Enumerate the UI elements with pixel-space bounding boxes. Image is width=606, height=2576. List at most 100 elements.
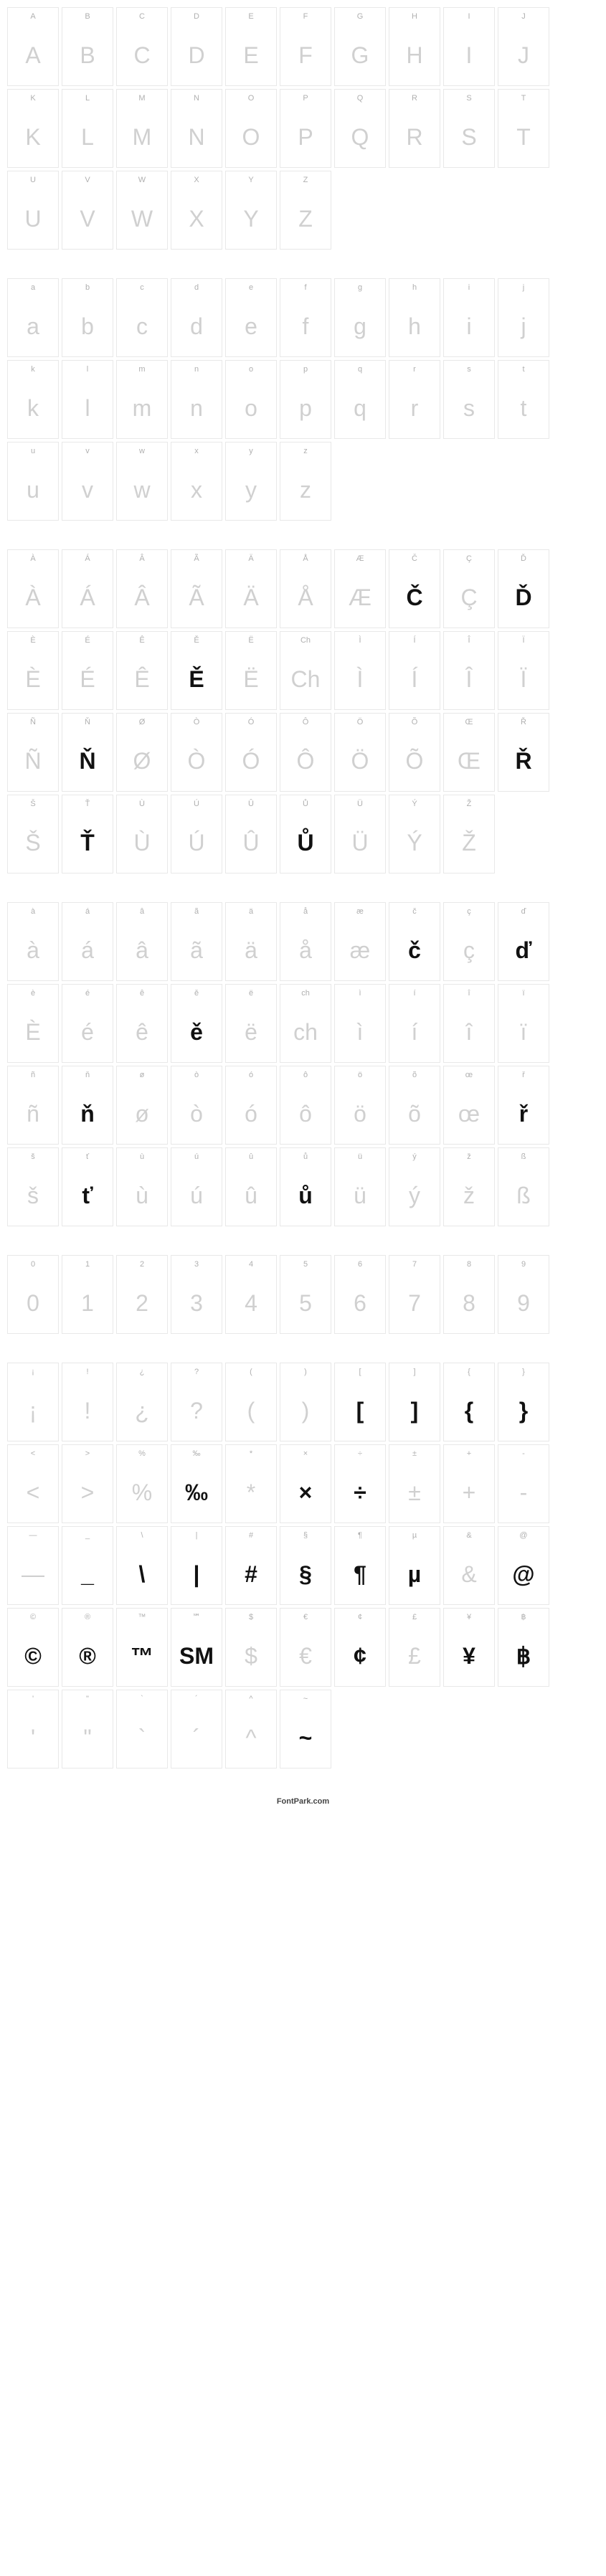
glyph-cell[interactable]: êê	[116, 984, 168, 1063]
glyph-cell[interactable]: ÀÀ	[7, 549, 59, 628]
glyph-cell[interactable]: ÊÊ	[116, 631, 168, 710]
glyph-cell[interactable]: ##	[225, 1526, 277, 1605]
glyph-cell[interactable]: ÅÅ	[280, 549, 331, 628]
glyph-cell[interactable]: aa	[7, 278, 59, 357]
glyph-cell[interactable]: ||	[171, 1526, 222, 1605]
glyph-cell[interactable]: ÛÛ	[225, 795, 277, 873]
glyph-cell[interactable]: ++	[443, 1444, 495, 1523]
glyph-cell[interactable]: ´´	[171, 1690, 222, 1768]
glyph-cell[interactable]: bb	[62, 278, 113, 357]
glyph-cell[interactable]: ïï	[498, 984, 549, 1063]
glyph-cell[interactable]: NN	[171, 89, 222, 168]
glyph-cell[interactable]: ÆÆ	[334, 549, 386, 628]
glyph-cell[interactable]: ÔÔ	[280, 713, 331, 792]
glyph-cell[interactable]: mm	[116, 360, 168, 439]
glyph-cell[interactable]: ůů	[280, 1147, 331, 1226]
glyph-cell[interactable]: 44	[225, 1255, 277, 1334]
glyph-cell[interactable]: ýý	[389, 1147, 440, 1226]
glyph-cell[interactable]: yy	[225, 442, 277, 521]
glyph-cell[interactable]: AA	[7, 7, 59, 86]
glyph-cell[interactable]: rr	[389, 360, 440, 439]
glyph-cell[interactable]: ±±	[389, 1444, 440, 1523]
glyph-cell[interactable]: ŽŽ	[443, 795, 495, 873]
glyph-cell[interactable]: ChCh	[280, 631, 331, 710]
glyph-cell[interactable]: GG	[334, 7, 386, 86]
glyph-cell[interactable]: öö	[334, 1066, 386, 1145]
glyph-cell[interactable]: ËË	[225, 631, 277, 710]
glyph-cell[interactable]: îî	[443, 984, 495, 1063]
glyph-cell[interactable]: ¢¢	[334, 1608, 386, 1687]
glyph-cell[interactable]: \\	[116, 1526, 168, 1605]
glyph-cell[interactable]: ÖÖ	[334, 713, 386, 792]
glyph-cell[interactable]: EE	[225, 7, 277, 86]
glyph-cell[interactable]: ÚÚ	[171, 795, 222, 873]
glyph-cell[interactable]: ÂÂ	[116, 549, 168, 628]
glyph-cell[interactable]: ôô	[280, 1066, 331, 1145]
glyph-cell[interactable]: 33	[171, 1255, 222, 1334]
glyph-cell[interactable]: ''	[7, 1690, 59, 1768]
glyph-cell[interactable]: ¶¶	[334, 1526, 386, 1605]
glyph-cell[interactable]: ^^	[225, 1690, 277, 1768]
glyph-cell[interactable]: ŠŠ	[7, 795, 59, 873]
glyph-cell[interactable]: čč	[389, 902, 440, 981]
glyph-cell[interactable]: ‰‰	[171, 1444, 222, 1523]
glyph-cell[interactable]: OO	[225, 89, 277, 168]
glyph-cell[interactable]: ìì	[334, 984, 386, 1063]
glyph-cell[interactable]: __	[62, 1526, 113, 1605]
glyph-cell[interactable]: dd	[171, 278, 222, 357]
glyph-cell[interactable]: TT	[498, 89, 549, 168]
glyph-cell[interactable]: ——	[7, 1526, 59, 1605]
glyph-cell[interactable]: šš	[7, 1147, 59, 1226]
glyph-cell[interactable]: vv	[62, 442, 113, 521]
glyph-cell[interactable]: ŮŮ	[280, 795, 331, 873]
glyph-cell[interactable]: ee	[225, 278, 277, 357]
glyph-cell[interactable]: >>	[62, 1444, 113, 1523]
glyph-cell[interactable]: JJ	[498, 7, 549, 86]
glyph-cell[interactable]: **	[225, 1444, 277, 1523]
glyph-cell[interactable]: ÌÌ	[334, 631, 386, 710]
glyph-cell[interactable]: 77	[389, 1255, 440, 1334]
glyph-cell[interactable]: @@	[498, 1526, 549, 1605]
glyph-cell[interactable]: ll	[62, 360, 113, 439]
glyph-cell[interactable]: ÒÒ	[171, 713, 222, 792]
glyph-cell[interactable]: ãã	[171, 902, 222, 981]
glyph-cell[interactable]: --	[498, 1444, 549, 1523]
glyph-cell[interactable]: œœ	[443, 1066, 495, 1145]
glyph-cell[interactable]: ďď	[498, 902, 549, 981]
glyph-cell[interactable]: {{	[443, 1363, 495, 1441]
glyph-cell[interactable]: ÏÏ	[498, 631, 549, 710]
glyph-cell[interactable]: ÙÙ	[116, 795, 168, 873]
glyph-cell[interactable]: ww	[116, 442, 168, 521]
glyph-cell[interactable]: ùù	[116, 1147, 168, 1226]
glyph-cell[interactable]: ]]	[389, 1363, 440, 1441]
glyph-cell[interactable]: VV	[62, 171, 113, 250]
glyph-cell[interactable]: úú	[171, 1147, 222, 1226]
glyph-cell[interactable]: ââ	[116, 902, 168, 981]
glyph-cell[interactable]: ÁÁ	[62, 549, 113, 628]
glyph-cell[interactable]: ""	[62, 1690, 113, 1768]
glyph-cell[interactable]: õõ	[389, 1066, 440, 1145]
glyph-cell[interactable]: ûû	[225, 1147, 277, 1226]
glyph-cell[interactable]: ññ	[7, 1066, 59, 1145]
glyph-cell[interactable]: ÉÉ	[62, 631, 113, 710]
glyph-cell[interactable]: §§	[280, 1526, 331, 1605]
glyph-cell[interactable]: 88	[443, 1255, 495, 1334]
glyph-cell[interactable]: ëë	[225, 984, 277, 1063]
glyph-cell[interactable]: ěě	[171, 984, 222, 1063]
glyph-cell[interactable]: ~~	[280, 1690, 331, 1768]
glyph-cell[interactable]: $$	[225, 1608, 277, 1687]
glyph-cell[interactable]: !!	[62, 1363, 113, 1441]
glyph-cell[interactable]: áá	[62, 902, 113, 981]
glyph-cell[interactable]: &&	[443, 1526, 495, 1605]
glyph-cell[interactable]: ĚĚ	[171, 631, 222, 710]
glyph-cell[interactable]: üü	[334, 1147, 386, 1226]
glyph-cell[interactable]: ÑÑ	[7, 713, 59, 792]
glyph-cell[interactable]: ¥¥	[443, 1608, 495, 1687]
glyph-cell[interactable]: íí	[389, 984, 440, 1063]
glyph-cell[interactable]: åå	[280, 902, 331, 981]
glyph-cell[interactable]: óó	[225, 1066, 277, 1145]
glyph-cell[interactable]: ff	[280, 278, 331, 357]
glyph-cell[interactable]: ÍÍ	[389, 631, 440, 710]
glyph-cell[interactable]: 22	[116, 1255, 168, 1334]
glyph-cell[interactable]: ňň	[62, 1066, 113, 1145]
